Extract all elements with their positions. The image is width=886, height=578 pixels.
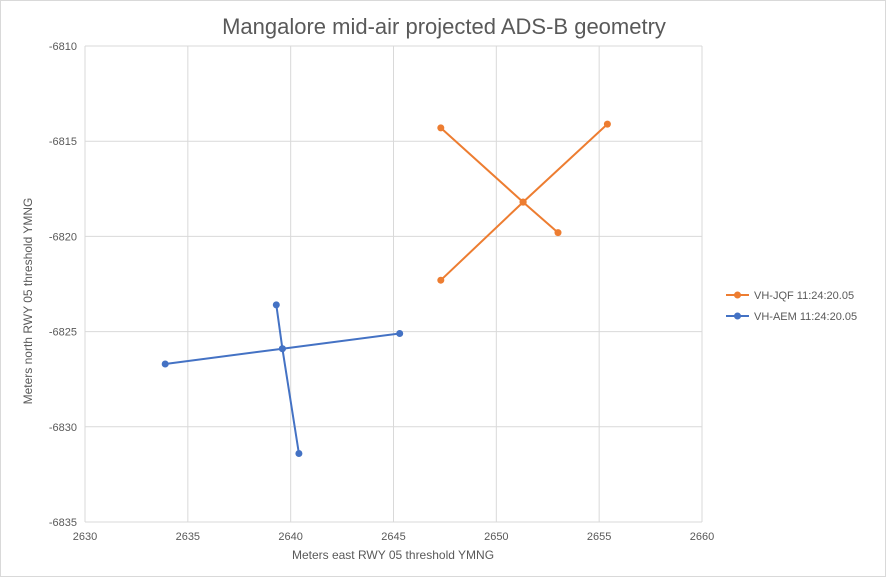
series-1 — [437, 120, 611, 284]
data-point — [295, 450, 303, 457]
data-point — [278, 345, 286, 353]
gridlines — [84, 45, 703, 523]
legend: VH-JQF 11:24:20.05 VH-AEM 11:24:20.05 — [726, 290, 857, 323]
y-tick-label: -6820 — [49, 231, 77, 243]
chart-title: Mangalore mid-air projected ADS-B geomet… — [222, 14, 666, 39]
x-tick-label: 2660 — [690, 531, 714, 543]
y-tick-label: -6835 — [49, 517, 77, 529]
data-point — [396, 330, 404, 337]
legend-marker — [734, 291, 741, 299]
data-point — [437, 124, 445, 132]
plot-series — [161, 120, 611, 457]
series-line — [275, 304, 300, 454]
x-tick-label: 2650 — [484, 531, 508, 543]
data-point — [272, 301, 280, 309]
series-line — [440, 127, 559, 234]
legend-label: VH-AEM 11:24:20.05 — [754, 311, 857, 323]
y-tick-label: -6810 — [49, 41, 77, 53]
legend-label: VH-JQF 11:24:20.05 — [754, 290, 854, 302]
x-tick-label: 2630 — [73, 531, 97, 543]
series-2 — [161, 301, 404, 457]
x-tick-label: 2645 — [381, 531, 405, 543]
tick-labels: 2630 2635 2640 2645 2650 2655 2660 -6810 -6815 -6… — [49, 41, 714, 543]
data-point — [554, 229, 562, 237]
data-point — [161, 360, 169, 368]
x-axis-title: Meters east RWY 05 threshold YMNG — [292, 548, 494, 562]
data-point — [519, 198, 527, 206]
y-tick-label: -6815 — [49, 136, 77, 148]
y-tick-label: -6830 — [49, 422, 77, 434]
x-tick-label: 2635 — [176, 531, 200, 543]
x-tick-label: 2640 — [278, 531, 302, 543]
x-tick-label: 2655 — [587, 531, 611, 543]
legend-marker — [734, 312, 741, 320]
data-point — [437, 276, 445, 284]
y-axis-title: Meters north RWY 05 threshold YMNG — [21, 198, 35, 405]
y-tick-label: -6825 — [49, 327, 77, 339]
data-point — [603, 120, 611, 128]
